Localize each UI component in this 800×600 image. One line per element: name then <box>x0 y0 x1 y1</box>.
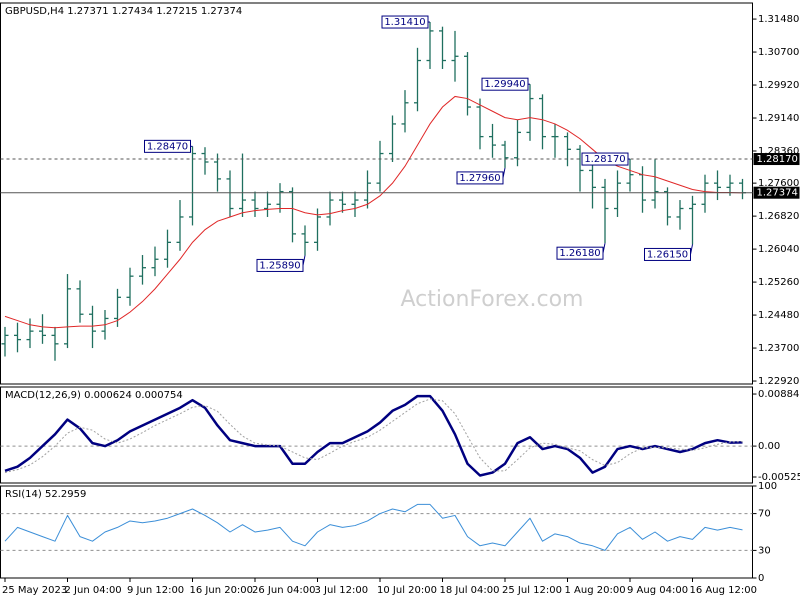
price-label-box <box>753 186 800 199</box>
x-tick-label: 9 Aug 04:00 <box>627 585 688 596</box>
x-tick-label: 16 Aug 12:00 <box>690 585 757 596</box>
panel-frame <box>0 485 753 579</box>
y-tick-label: 1.27600 <box>758 178 799 189</box>
y-tick-label: 1.26820 <box>758 211 799 222</box>
price-label: 1.27374 <box>757 188 798 199</box>
price-label-box <box>753 153 800 166</box>
x-tick-label: 18 Jul 04:00 <box>440 585 500 596</box>
annotation-label: 1.27960 <box>459 173 500 184</box>
moving-average <box>4 95 743 329</box>
annotation-box <box>644 247 691 261</box>
x-tick-label: 25 May 2023 <box>2 585 67 596</box>
annotation-label: 1.25890 <box>259 260 300 271</box>
watermark: ActionForex.com <box>401 287 584 312</box>
annotation-label: 1.28470 <box>147 141 188 152</box>
annotation-box <box>144 139 191 153</box>
panel-frame <box>0 2 753 385</box>
panel-title: RSI(14) 52.2959 <box>5 489 86 500</box>
annotation-label: 1.28170 <box>584 154 625 165</box>
panel-frame <box>0 386 753 484</box>
y-tick-label: 1.23700 <box>758 343 799 354</box>
y-tick-label: 1.28360 <box>758 146 799 157</box>
indicator-line <box>4 398 743 474</box>
x-tick-label: 25 Jul 12:00 <box>502 585 562 596</box>
annotation-label: 1.26150 <box>647 249 688 260</box>
y-tick-label: 0.00 <box>758 441 780 452</box>
x-tick-label: 1 Aug 20:00 <box>565 585 626 596</box>
panel-title: MACD(12,26,9) 0.000624 0.000754 <box>5 390 183 401</box>
x-tick-label: 2 Jun 04:00 <box>65 585 122 596</box>
y-tick-label: 0 <box>758 573 764 584</box>
y-tick-label: 1.22920 <box>758 376 799 387</box>
y-tick-label: 1.30700 <box>758 47 799 58</box>
x-tick-label: 26 Jun 04:00 <box>252 585 316 596</box>
annotation-box <box>381 15 429 29</box>
x-tick-label: 10 Jul 20:00 <box>377 585 437 596</box>
y-tick-label: -0.005252 <box>758 472 800 483</box>
y-tick-label: 30 <box>758 545 771 556</box>
y-tick-label: 1.29920 <box>758 80 799 91</box>
panel-title: GBPUSD,H4 1.27371 1.27434 1.27215 1.2737… <box>5 6 242 17</box>
y-tick-label: 1.25260 <box>758 277 799 288</box>
y-tick-label: 0.008846 <box>758 389 800 400</box>
annotation-box <box>456 171 504 185</box>
indicator-line <box>4 503 743 551</box>
annotation-label: 1.29940 <box>484 79 525 90</box>
y-tick-label: 1.26040 <box>758 244 799 255</box>
annotation-box <box>556 246 604 260</box>
y-tick-label: 1.29140 <box>758 113 799 124</box>
annotation-box <box>481 77 529 91</box>
y-tick-label: 70 <box>758 509 771 520</box>
x-tick-label: 3 Jul 12:00 <box>315 585 369 596</box>
annotation-label: 1.31410 <box>384 17 425 28</box>
x-tick-label: 9 Jun 12:00 <box>127 585 184 596</box>
indicator-line <box>4 394 743 477</box>
annotation-box <box>256 258 304 272</box>
annotation-label: 1.26180 <box>559 248 600 259</box>
y-tick-label: 1.31480 <box>758 14 799 25</box>
x-tick-label: 16 Jun 20:00 <box>190 585 254 596</box>
y-tick-label: 100 <box>758 481 777 492</box>
annotation-box <box>581 152 629 166</box>
price-label: 1.28170 <box>757 154 798 165</box>
y-tick-label: 1.24480 <box>758 310 799 321</box>
